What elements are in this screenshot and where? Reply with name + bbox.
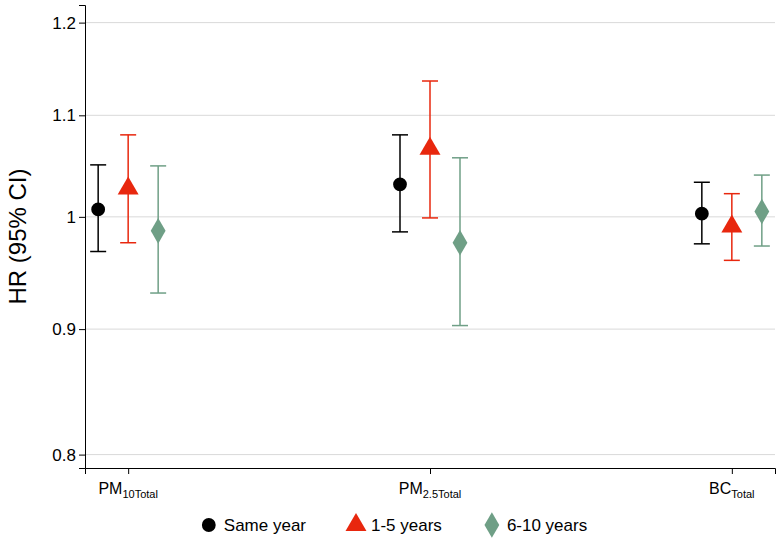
legend-label: 6-10 years xyxy=(507,516,587,535)
y-tick: 1.1 xyxy=(52,106,85,125)
error-bar-cap xyxy=(694,182,710,184)
y-tick: 1.2 xyxy=(52,14,85,33)
legend-label: Same year xyxy=(224,516,307,535)
error-bar-cap xyxy=(422,80,438,82)
error-bar-cap xyxy=(150,165,166,167)
error-bar-cap xyxy=(120,134,136,136)
legend-item: 6-10 years xyxy=(484,512,587,538)
point xyxy=(721,214,742,232)
error-bar-cap xyxy=(724,260,740,262)
series xyxy=(118,81,743,260)
y-tick: 0.8 xyxy=(52,446,85,465)
legend-marker xyxy=(202,518,216,532)
y-axis: 0.8 0.9 1 1.1 1.2 xyxy=(52,6,85,469)
point xyxy=(393,177,407,191)
grid-line xyxy=(85,454,775,455)
legend-marker xyxy=(484,512,499,538)
series xyxy=(150,158,770,326)
error-bar xyxy=(754,175,770,246)
legend-marker xyxy=(346,513,367,531)
x-tick-mark xyxy=(732,468,733,474)
series xyxy=(90,135,710,252)
error-bar-cap xyxy=(90,251,106,253)
y-tick: 0.9 xyxy=(52,320,85,339)
x-tick xyxy=(128,468,129,474)
y-axis-line xyxy=(79,6,86,469)
point xyxy=(453,230,468,256)
y-tick-label: 1.1 xyxy=(52,106,76,125)
point xyxy=(420,137,441,155)
x-tick-mark xyxy=(430,468,431,474)
error-bar xyxy=(90,165,106,252)
y-tick-mark xyxy=(79,329,85,330)
y-tick: 1 xyxy=(67,208,85,227)
x-axis-line xyxy=(86,469,776,475)
error-bar-cap xyxy=(694,243,710,245)
error-bar-cap xyxy=(754,245,770,247)
error-bar-cap xyxy=(724,193,740,195)
x-tick-label: BCTotal xyxy=(709,480,754,500)
y-tick-mark xyxy=(79,455,85,456)
error-bar-cap xyxy=(754,174,770,176)
error-bar-cap xyxy=(150,292,166,294)
error-bar xyxy=(694,182,710,244)
y-tick-label: 0.8 xyxy=(52,446,76,465)
y-tick-mark xyxy=(79,217,85,218)
grid-line xyxy=(85,329,775,330)
y-tick-label: 1.2 xyxy=(52,14,76,33)
error-bar-cap xyxy=(422,217,438,219)
marks xyxy=(90,81,770,326)
plot-area: 0.8 0.9 1 1.1 1.2 PM10Total PM2.5Total BCTotal xyxy=(52,6,775,501)
x-tick xyxy=(430,468,431,474)
grid-line xyxy=(85,22,775,23)
x-tick-label: PM10Total xyxy=(98,480,157,500)
y-axis-title: HR (95% CI) xyxy=(4,168,31,304)
error-bar-cap xyxy=(392,231,408,233)
y-tick-mark xyxy=(79,23,85,24)
point xyxy=(118,176,139,194)
point xyxy=(91,203,105,217)
error-bar xyxy=(392,135,408,232)
point xyxy=(754,199,769,225)
point xyxy=(695,207,709,221)
legend-item: Same year xyxy=(202,516,306,535)
error-bar-cap xyxy=(120,242,136,244)
error-bar-cap xyxy=(452,157,468,159)
x-tick-label: PM2.5Total xyxy=(399,480,462,500)
error-bar-cap xyxy=(392,134,408,136)
chart: 0.8 0.9 1 1.1 1.2 PM10Total PM2.5Total BCTotal H… xyxy=(0,0,780,542)
y-tick-label: 1 xyxy=(67,208,76,227)
error-bar-cap xyxy=(90,164,106,166)
legend: Same year 1-5 years 6-10 years xyxy=(202,512,587,538)
x-tick xyxy=(732,468,733,474)
y-tick-label: 0.9 xyxy=(52,320,76,339)
grid xyxy=(85,23,775,455)
error-bar-cap xyxy=(452,325,468,327)
x-axis xyxy=(86,468,776,474)
legend-label: 1-5 years xyxy=(371,516,442,535)
x-tick-mark xyxy=(128,468,129,474)
legend-item: 1-5 years xyxy=(346,513,442,535)
point xyxy=(151,218,166,244)
error-bar xyxy=(452,158,468,326)
y-tick-mark xyxy=(79,115,85,116)
error-bar xyxy=(150,166,166,293)
